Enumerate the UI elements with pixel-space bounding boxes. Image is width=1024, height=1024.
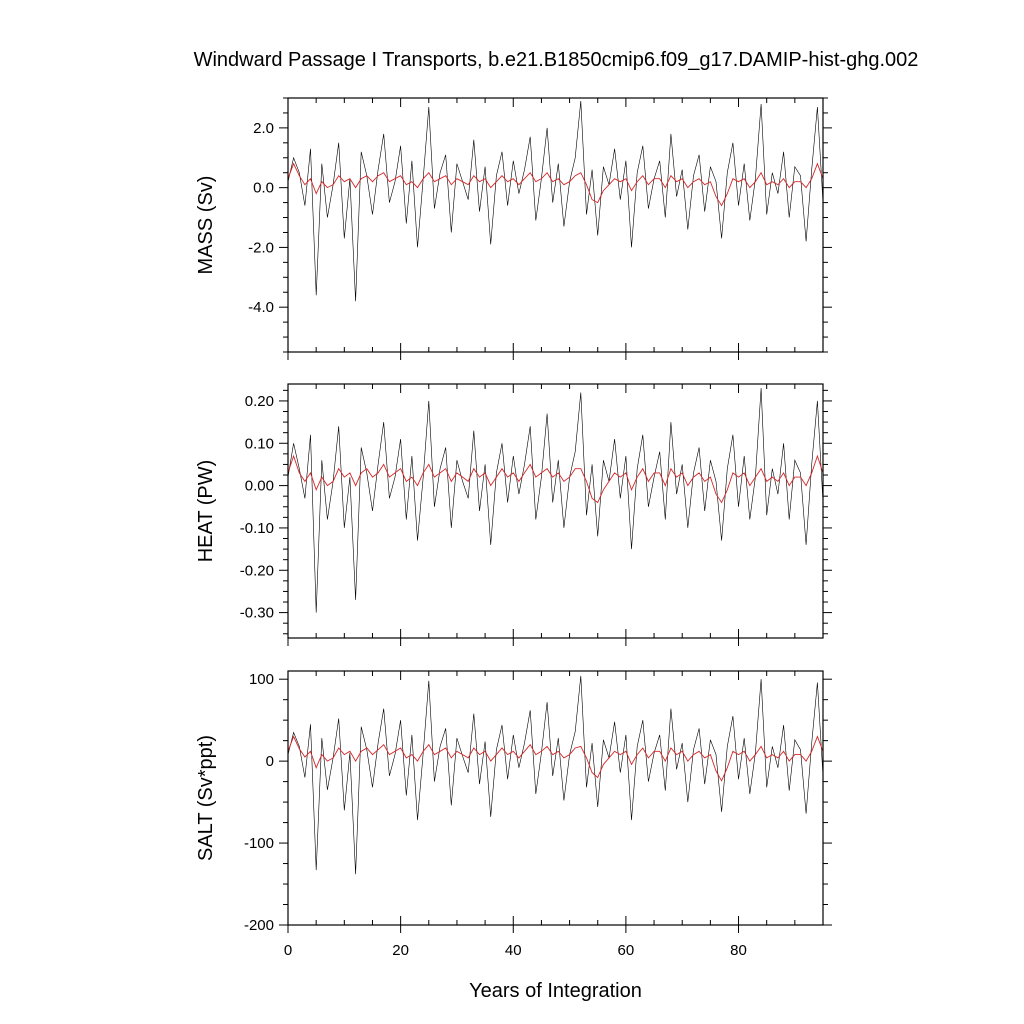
y-tick-label: 2.0 bbox=[253, 120, 274, 137]
y-axis-label: SALT (Sv*ppt) bbox=[195, 735, 217, 861]
x-tick-label: 40 bbox=[505, 942, 522, 959]
y-tick-label: -2.0 bbox=[248, 239, 274, 256]
x-tick-label: 20 bbox=[392, 942, 409, 959]
smoothed-series-line-1 bbox=[287, 162, 824, 207]
panel-1: 2.0 0.0 -2.0 -4.0 MASS (Sv) bbox=[195, 97, 832, 360]
y-tick-label: 0.10 bbox=[245, 435, 274, 452]
raw-series-line-1 bbox=[287, 100, 824, 302]
smoothed-series-line-3 bbox=[287, 735, 824, 782]
y-axis-label: MASS (Sv) bbox=[195, 176, 217, 275]
y-tick-label: -100 bbox=[244, 835, 274, 852]
y-tick-label: -0.10 bbox=[240, 520, 274, 537]
x-tick-label: 60 bbox=[618, 942, 635, 959]
x-axis-label: Years of Integration bbox=[469, 980, 642, 1002]
raw-series-line-2 bbox=[287, 388, 824, 613]
x-tick-label: 0 bbox=[284, 942, 292, 959]
figure-title: Windward Passage I Transports, b.e21.B18… bbox=[194, 49, 919, 71]
y-tick-label: 0 bbox=[266, 753, 274, 770]
y-tick-label: -4.0 bbox=[248, 299, 274, 316]
y-tick-label: 0.20 bbox=[245, 393, 274, 410]
y-tick-label: -200 bbox=[244, 917, 274, 934]
smoothed-series-line-2 bbox=[287, 454, 824, 504]
plot-frame-2 bbox=[287, 383, 824, 639]
y-tick-label: 0.00 bbox=[245, 478, 274, 495]
panels: 2.0 0.0 -2.0 -4.0 MASS (Sv) 0.20 0.10 0.00 -0.10… bbox=[195, 97, 832, 1002]
y-tick-label: -0.30 bbox=[240, 605, 274, 622]
y-tick-label: 0.0 bbox=[253, 180, 274, 197]
panel-3: 100 0 -100 -200 0 20 40 60 80 SALT (Sv*ppt) Years … bbox=[195, 670, 832, 1002]
plot-frame-1 bbox=[287, 97, 824, 353]
y-tick-label: -0.20 bbox=[240, 562, 274, 579]
panel-2: 0.20 0.10 0.00 -0.10 -0.20 -0.30 HEAT (PW) bbox=[195, 383, 832, 646]
y-axis-label: HEAT (PW) bbox=[195, 460, 217, 563]
y-tick-label: 100 bbox=[249, 671, 274, 688]
plot-frame-3 bbox=[287, 670, 824, 926]
raw-series-line-3 bbox=[287, 675, 824, 875]
x-tick-label: 80 bbox=[730, 942, 747, 959]
